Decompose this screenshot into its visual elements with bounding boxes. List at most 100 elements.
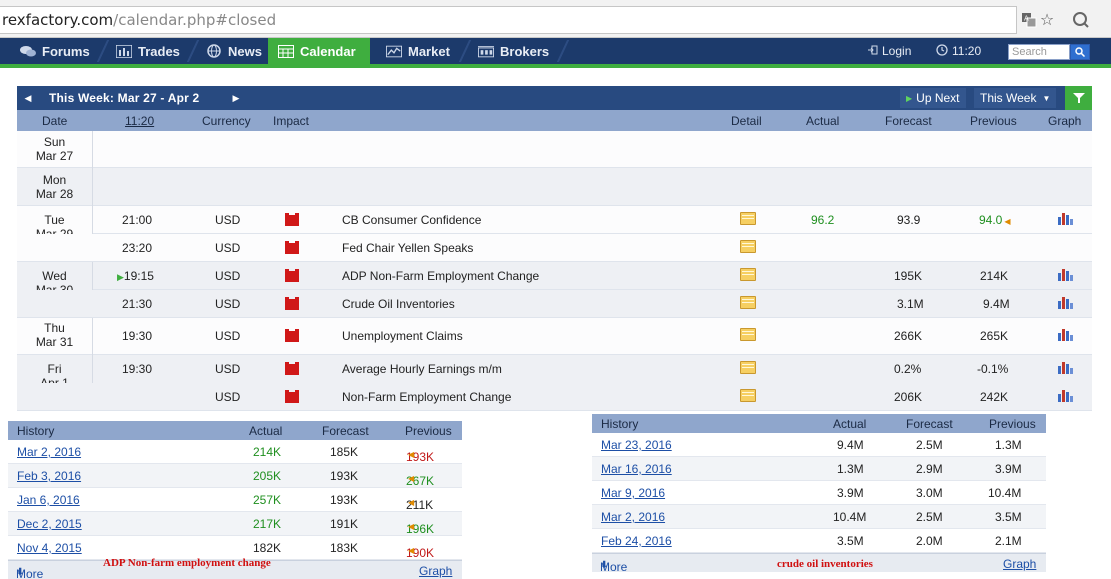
col-impact: Impact (273, 114, 310, 128)
history-previous: 1.3M (995, 438, 1022, 452)
detail-folder-icon[interactable] (740, 268, 756, 281)
clock-icon (936, 43, 948, 59)
history-forecast: 2.9M (916, 462, 943, 476)
nav-trades[interactable]: Trades (106, 38, 190, 64)
history-date-link[interactable]: Dec 2, 2015 (17, 517, 82, 531)
nav-calendar[interactable]: Calendar (268, 38, 370, 64)
url-actions: A ☆ (1020, 10, 1056, 30)
site-nav: Forums Trades News Calendar Market Broke… (0, 38, 1111, 68)
detail-folder-icon[interactable] (740, 328, 756, 341)
history-previous: 2.1M (995, 534, 1022, 548)
event-previous: 242K (980, 390, 1009, 404)
nav-separator (556, 40, 570, 62)
event-forecast: 93.9 (897, 213, 921, 227)
history-col-previous: Previous (989, 417, 1036, 431)
day-name: Mon (42, 173, 67, 187)
revised-arrow-icon: ◀ (408, 546, 415, 555)
event-title[interactable]: Unemployment Claims (342, 329, 463, 343)
event-row[interactable]: Thu Mar 31 19:30 USD Unemployment Claims… (17, 318, 1092, 355)
event-forecast: 3.1M (897, 297, 924, 311)
graph-icon[interactable] (1057, 389, 1073, 402)
nav-market[interactable]: Market (376, 38, 460, 64)
graph-link[interactable]: Graph (1003, 557, 1037, 571)
prev-week-button[interactable]: ◀ (17, 86, 39, 110)
arrow-left-icon: ◀ (24, 92, 32, 103)
calendar-table: ◀ This Week: Mar 27 - Apr 2 ▶ ▶ Up Next … (17, 86, 1092, 416)
history-actual: 10.4M (833, 510, 867, 524)
history-forecast: 193K (330, 469, 359, 483)
nav-news[interactable]: News (196, 38, 272, 64)
history-date-link[interactable]: Nov 4, 2015 (17, 541, 82, 555)
next-event-icon: ▶ (117, 272, 124, 282)
event-row[interactable]: Wed Mar 30 ▶19:15 USD ADP Non-Farm Emplo… (17, 262, 1092, 318)
event-row[interactable]: USD Non-Farm Employment Change 206K 242K (17, 383, 1092, 411)
next-week-button[interactable]: ▶ (225, 86, 247, 110)
day-name: Thu (44, 321, 65, 335)
history-date-link[interactable]: Mar 2, 2016 (17, 445, 82, 459)
graph-icon[interactable] (1057, 296, 1073, 309)
history-date-link[interactable]: Mar 16, 2016 (601, 462, 672, 476)
search-input[interactable]: Search (1008, 44, 1070, 60)
history-row: Mar 16, 2016 1.3M 2.9M 3.9M (592, 457, 1046, 481)
extension-icon[interactable] (1072, 11, 1090, 29)
graph-icon[interactable] (1057, 268, 1073, 281)
detail-folder-icon[interactable] (740, 296, 756, 309)
event-row[interactable]: 21:30 USD Crude Oil Inventories 3.1M 9.4… (17, 290, 1092, 318)
up-next-button[interactable]: ▶ Up Next (900, 88, 966, 108)
detail-folder-icon[interactable] (740, 389, 756, 402)
event-title[interactable]: CB Consumer Confidence (342, 213, 482, 227)
detail-folder-icon[interactable] (740, 361, 756, 374)
clock-display[interactable]: 11:20 (936, 38, 981, 64)
day-row-sun: Sun Mar 27 (17, 131, 1092, 168)
revised-arrow-icon: ◀ (408, 474, 415, 483)
event-title[interactable]: Fed Chair Yellen Speaks (342, 241, 474, 255)
history-date-link[interactable]: Mar 23, 2016 (601, 438, 672, 452)
week-select[interactable]: This Week ▼ (974, 88, 1057, 108)
history-date-link[interactable]: Mar 9, 2016 (601, 486, 666, 500)
translate-icon[interactable]: A (1020, 11, 1038, 29)
history-actual: 205K (253, 469, 282, 483)
detail-folder-icon[interactable] (740, 240, 756, 253)
history-row: Feb 3, 2016 205K 193K 267K ◀ (8, 464, 462, 488)
col-time[interactable]: 11:20 (125, 114, 155, 128)
event-title[interactable]: ADP Non-Farm Employment Change (342, 269, 540, 283)
graph-icon[interactable] (1057, 328, 1073, 341)
event-previous: -0.1% (977, 362, 1009, 376)
nav-brokers[interactable]: Brokers (468, 38, 559, 64)
up-next-label: Up Next (916, 91, 960, 105)
event-title[interactable]: Crude Oil Inventories (342, 297, 455, 311)
history-row: Mar 2, 2016 214K 185K 193K ◀ (8, 440, 462, 464)
history-date-link[interactable]: Mar 2, 2016 (601, 510, 666, 524)
history-date-link[interactable]: Feb 3, 2016 (17, 469, 82, 483)
event-currency: USD (215, 297, 241, 311)
impact-high-icon (285, 362, 299, 375)
address-bar[interactable]: rexfactory.com/calendar.php#closed (0, 6, 1017, 34)
history-col-forecast: Forecast (906, 417, 953, 431)
col-detail: Detail (731, 114, 762, 128)
filter-icon (1072, 93, 1085, 103)
event-title[interactable]: Non-Farm Employment Change (342, 390, 512, 404)
event-previous: 9.4M (983, 297, 1010, 311)
event-row[interactable]: Fri Apr 1 19:30 USD Average Hourly Earni… (17, 355, 1092, 411)
login-link[interactable]: Login (868, 38, 911, 64)
event-row[interactable]: Tue Mar 29 21:00 USD CB Consumer Confide… (17, 206, 1092, 262)
week-select-label: This Week (980, 91, 1037, 105)
graph-icon[interactable] (1057, 212, 1073, 225)
detail-folder-icon[interactable] (740, 212, 756, 225)
history-date-link[interactable]: Feb 24, 2016 (601, 534, 672, 548)
nav-separator (458, 40, 472, 62)
nav-label: Calendar (300, 43, 356, 59)
graph-link[interactable]: Graph (419, 564, 453, 578)
event-title[interactable]: Average Hourly Earnings m/m (342, 362, 502, 376)
history-forecast: 2.0M (916, 534, 943, 548)
chevron-down-icon: ▼ (1042, 93, 1051, 103)
filter-button[interactable] (1065, 86, 1092, 110)
history-date-link[interactable]: Jan 6, 2016 (17, 493, 80, 507)
event-row[interactable]: 23:20 USD Fed Chair Yellen Speaks (17, 234, 1092, 262)
graph-icon[interactable] (1057, 361, 1073, 374)
history-panel-crude: History Actual Forecast Previous Mar 23,… (592, 414, 1046, 574)
nav-forums[interactable]: Forums (10, 38, 100, 64)
search-button[interactable] (1070, 44, 1090, 60)
history-col-date: History (601, 417, 639, 431)
star-icon[interactable]: ☆ (1039, 12, 1055, 29)
